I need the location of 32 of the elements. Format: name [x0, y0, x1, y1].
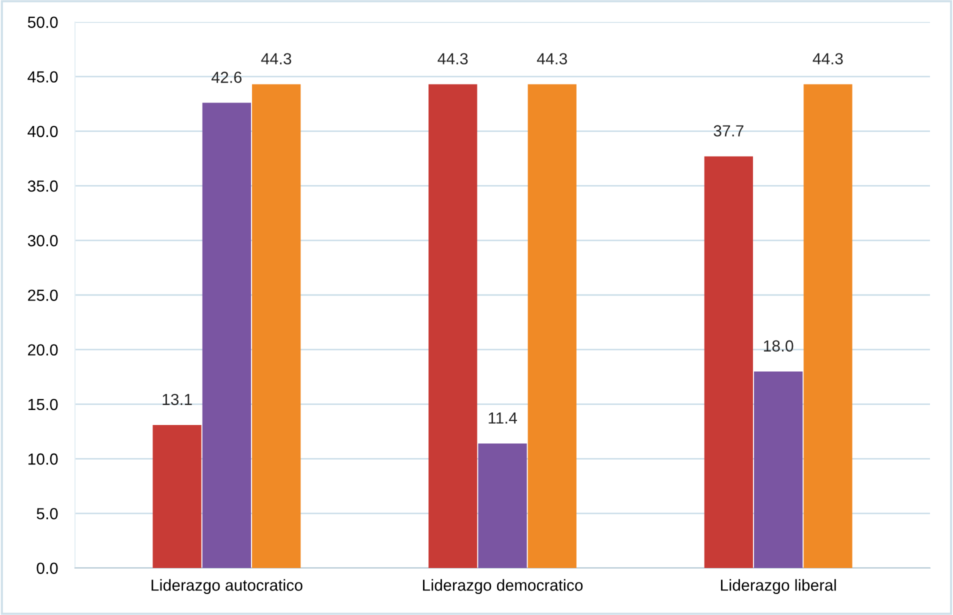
bar: [704, 156, 753, 568]
bar: [428, 84, 478, 568]
y-tick-label: 5.0: [36, 508, 58, 520]
y-tick-label: 10.0: [28, 453, 58, 465]
y-tick-label: 20.0: [28, 344, 58, 356]
y-tick-label: 40.0: [28, 126, 58, 138]
x-tick-label: Liderazgo democratico: [423, 579, 583, 594]
data-label: 44.3: [261, 53, 292, 64]
y-tick-label: 25.0: [28, 290, 58, 301]
y-tick-label: 15.0: [28, 398, 58, 410]
bar: [754, 371, 803, 568]
bar: [804, 84, 852, 568]
data-label: 44.3: [812, 53, 843, 64]
y-tick-label: 45.0: [28, 71, 58, 83]
data-label: 37.7: [714, 125, 744, 136]
bar: [202, 102, 252, 568]
y-tick-label: 0.0: [36, 562, 58, 574]
y-tick-label: 50.0: [28, 16, 58, 28]
x-tick-label: Liderazgo autocratico: [152, 579, 302, 594]
x-tick-label: Liderazgo liberal: [721, 579, 836, 594]
bar: [528, 84, 576, 568]
bar: [152, 424, 202, 568]
bar: [252, 84, 301, 568]
y-tick-label: 35.0: [28, 180, 58, 192]
data-label: 13.1: [162, 394, 192, 406]
data-label: 18.0: [764, 340, 794, 352]
y-tick-label: 30.0: [28, 235, 58, 246]
data-label: 42.6: [212, 72, 242, 83]
bar: [478, 444, 527, 568]
data-label: 44.3: [438, 53, 468, 64]
data-label: 44.3: [536, 53, 567, 64]
data-label: 11.4: [488, 412, 517, 424]
